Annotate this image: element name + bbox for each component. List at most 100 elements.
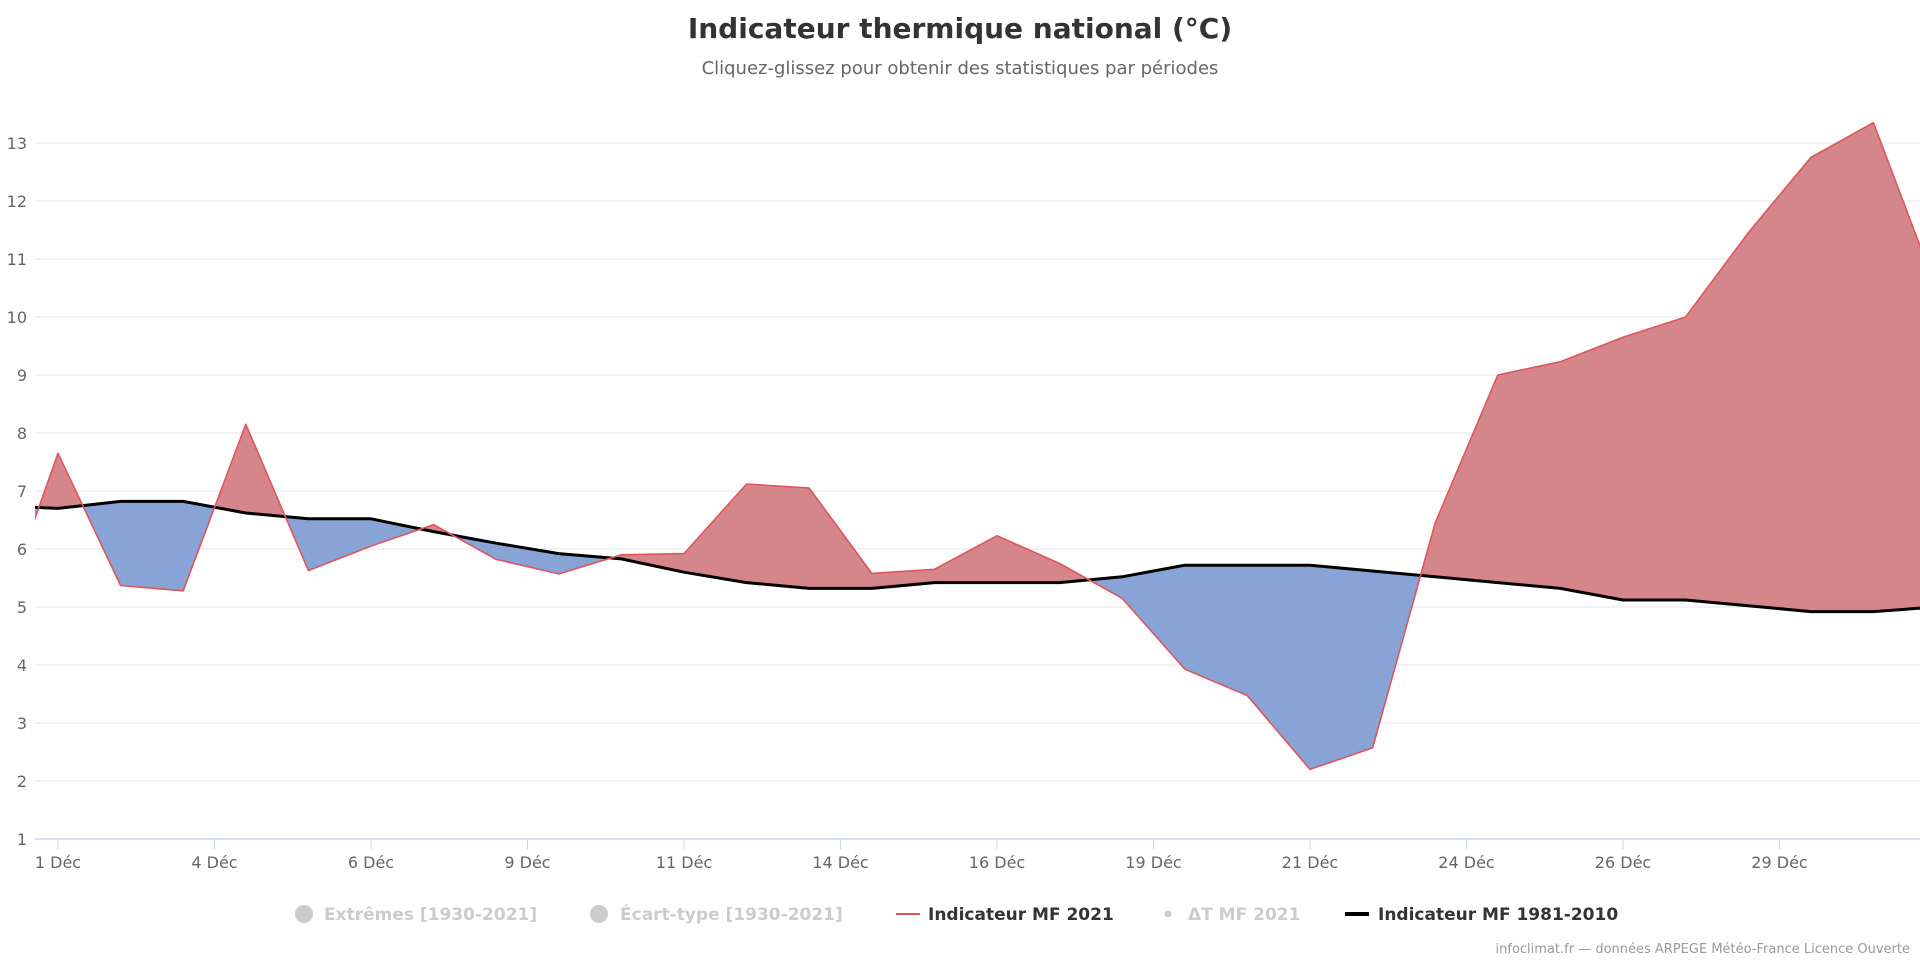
- data-point-mf-1981-2010[interactable]: [432, 530, 436, 534]
- data-point-mf-1981-2010[interactable]: [369, 517, 373, 521]
- data-point-mf-1981-2010[interactable]: [1809, 610, 1813, 614]
- x-tick-label: 14 Déc: [812, 853, 868, 872]
- data-point-mf-1981-2010[interactable]: [870, 586, 874, 590]
- y-tick-label: 4: [17, 656, 27, 675]
- data-point-mf-1981-2010[interactable]: [1120, 575, 1124, 579]
- data-point-mf-2021[interactable]: [932, 567, 936, 571]
- data-point-mf-2021[interactable]: [181, 589, 185, 593]
- data-point-mf-2021[interactable]: [1809, 156, 1813, 160]
- y-tick-label: 3: [17, 714, 27, 733]
- data-point-mf-1981-2010[interactable]: [619, 557, 623, 561]
- data-point-mf-1981-2010[interactable]: [1183, 563, 1187, 567]
- data-point-mf-1981-2010[interactable]: [682, 570, 686, 574]
- data-point-mf-2021[interactable]: [1621, 335, 1625, 339]
- data-point-mf-1981-2010[interactable]: [807, 586, 811, 590]
- y-tick-label: 2: [17, 772, 27, 791]
- series-line-indicateur-mf-2021[interactable]: [0, 121, 1920, 771]
- chart-subtitle: Cliquez-glissez pour obtenir des statist…: [702, 58, 1219, 79]
- plot-area[interactable]: [0, 121, 1920, 772]
- data-point-mf-1981-2010[interactable]: [1058, 581, 1062, 585]
- data-point-mf-1981-2010[interactable]: [1871, 610, 1875, 614]
- x-tick-label: 4 Déc: [191, 853, 237, 872]
- data-point-mf-2021[interactable]: [1746, 231, 1750, 235]
- data-point-mf-1981-2010[interactable]: [932, 581, 936, 585]
- x-tick-label: 29 Déc: [1751, 853, 1807, 872]
- data-point-mf-2021[interactable]: [1684, 315, 1688, 319]
- data-point-mf-2021[interactable]: [1120, 596, 1124, 600]
- data-point-mf-2021[interactable]: [1433, 521, 1437, 525]
- x-tick-label: 1 Déc: [35, 853, 81, 872]
- data-point-mf-2021[interactable]: [745, 482, 749, 486]
- x-tick-label: 24 Déc: [1438, 853, 1494, 872]
- area-above-normal: [35, 122, 1920, 612]
- data-point-mf-2021[interactable]: [369, 544, 373, 548]
- data-point-mf-1981-2010[interactable]: [119, 499, 123, 503]
- credits-link[interactable]: infoclimat.fr — données ARPEGE Météo-Fra…: [1496, 942, 1910, 957]
- y-tick-label: 5: [17, 598, 27, 617]
- data-point-mf-2021[interactable]: [1183, 667, 1187, 671]
- data-point-mf-2021[interactable]: [1871, 121, 1875, 125]
- data-point-mf-2021[interactable]: [1558, 360, 1562, 364]
- data-point-mf-2021[interactable]: [56, 451, 60, 455]
- data-point-mf-2021[interactable]: [432, 523, 436, 527]
- y-tick-label: 11: [7, 250, 27, 269]
- x-axis: 1 Déc 4 Déc 6 Déc 9 Déc 11 Déc 14 Déc 16 Déc 19…: [35, 838, 1920, 872]
- x-tick-label: 11 Déc: [656, 853, 712, 872]
- data-point-mf-1981-2010[interactable]: [1496, 581, 1500, 585]
- data-point-mf-1981-2010[interactable]: [56, 506, 60, 510]
- data-point-mf-2021[interactable]: [619, 553, 623, 557]
- legend-item-indicateur-mf-1981-2010[interactable]: Indicateur MF 1981-2010: [1345, 905, 1618, 925]
- y-tick-label: 10: [7, 308, 27, 327]
- data-point-mf-2021[interactable]: [1371, 746, 1375, 750]
- data-point-mf-1981-2010[interactable]: [306, 517, 310, 521]
- legend-circle-icon: [295, 905, 313, 923]
- data-point-mf-1981-2010[interactable]: [745, 581, 749, 585]
- data-point-mf-2021[interactable]: [870, 571, 874, 575]
- x-tick-label: 19 Déc: [1125, 853, 1181, 872]
- x-tick-label: 9 Déc: [504, 853, 550, 872]
- legend-label: Indicateur MF 2021: [928, 905, 1114, 925]
- data-point-mf-2021[interactable]: [244, 422, 248, 426]
- data-point-mf-1981-2010[interactable]: [1308, 563, 1312, 567]
- legend-item-extremes[interactable]: Extrêmes [1930-2021]: [295, 905, 537, 925]
- data-point-mf-1981-2010[interactable]: [181, 499, 185, 503]
- legend-item-indicateur-mf-2021[interactable]: Indicateur MF 2021: [896, 905, 1114, 925]
- data-point-mf-2021[interactable]: [119, 584, 123, 588]
- y-tick-label: 13: [7, 134, 27, 153]
- series-line-indicateur-mf-1981-2010[interactable]: [0, 499, 1920, 614]
- legend-label: Indicateur MF 1981-2010: [1378, 905, 1618, 925]
- legend-item-delta-t-mf-2021[interactable]: ΔT MF 2021: [1164, 905, 1301, 925]
- data-point-mf-1981-2010[interactable]: [995, 581, 999, 585]
- data-point-mf-1981-2010[interactable]: [557, 552, 561, 556]
- data-point-mf-2021[interactable]: [1058, 562, 1062, 566]
- data-point-mf-2021[interactable]: [995, 534, 999, 538]
- data-point-mf-2021[interactable]: [557, 572, 561, 576]
- data-point-mf-2021[interactable]: [1496, 373, 1500, 377]
- data-point-mf-1981-2010[interactable]: [1684, 598, 1688, 602]
- data-point-mf-1981-2010[interactable]: [244, 511, 248, 515]
- data-point-mf-2021[interactable]: [306, 568, 310, 572]
- data-point-mf-1981-2010[interactable]: [1621, 598, 1625, 602]
- legend-label: ΔT MF 2021: [1188, 905, 1300, 925]
- legend: Extrêmes [1930-2021] Écart-type [1930-20…: [295, 903, 1618, 925]
- y-tick-label: 6: [17, 540, 27, 559]
- data-point-mf-2021[interactable]: [1308, 767, 1312, 771]
- data-point-mf-2021[interactable]: [1245, 694, 1249, 698]
- data-point-mf-2021[interactable]: [494, 557, 498, 561]
- x-tick-label: 21 Déc: [1282, 853, 1338, 872]
- data-point-mf-2021[interactable]: [807, 486, 811, 490]
- data-point-mf-1981-2010[interactable]: [1371, 569, 1375, 573]
- chart-title: Indicateur thermique national (°C): [688, 12, 1232, 45]
- legend-label: Extrêmes [1930-2021]: [324, 905, 537, 925]
- data-point-mf-1981-2010[interactable]: [1245, 563, 1249, 567]
- y-tick-label: 8: [17, 424, 27, 443]
- legend-item-ecart-type[interactable]: Écart-type [1930-2021]: [590, 903, 843, 925]
- data-point-mf-1981-2010[interactable]: [1746, 604, 1750, 608]
- legend-dot-icon: [1164, 910, 1172, 918]
- data-point-mf-1981-2010[interactable]: [494, 541, 498, 545]
- data-point-mf-1981-2010[interactable]: [1558, 586, 1562, 590]
- data-point-mf-2021[interactable]: [682, 552, 686, 556]
- data-point-mf-1981-2010[interactable]: [1433, 575, 1437, 579]
